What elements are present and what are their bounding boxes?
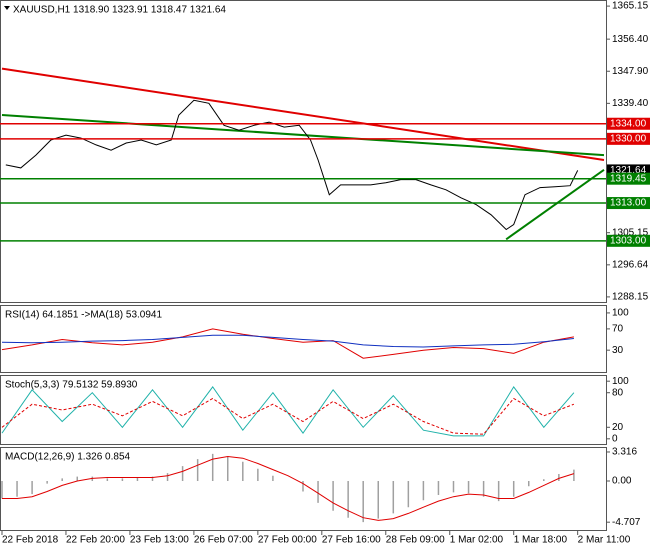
menu-triangle	[4, 6, 10, 10]
y-tick-label: 70	[612, 324, 624, 335]
y-tick-label: 100	[612, 376, 629, 387]
y-tick-label: 1296.64	[612, 259, 649, 270]
x-tick-label: 23 Feb 13:00	[130, 535, 189, 546]
series-line	[2, 455, 575, 521]
level-label-bg	[607, 172, 650, 185]
y-tick-label: 1347.90	[612, 66, 649, 77]
x-tick-label: 27 Feb 00:00	[258, 535, 317, 546]
y-tick-label: 80	[612, 387, 624, 398]
trendline	[1, 67, 605, 161]
rsi-panel	[0, 305, 607, 373]
x-tick-label: 22 Feb 2018	[2, 535, 59, 546]
y-tick-label: 30	[612, 345, 624, 356]
y-tick-label: 20	[612, 422, 624, 433]
macd-panel	[0, 447, 607, 531]
level-label: 1330.00	[610, 133, 647, 144]
y-tick-label: 0	[612, 433, 618, 444]
x-tick-label: 26 Feb 07:00	[194, 535, 253, 546]
panel-title: MACD(12,26,9) 1.326 0.854	[5, 452, 131, 463]
level-label-bg	[607, 197, 650, 210]
series-line	[1, 328, 574, 359]
level-label: 1334.00	[610, 118, 647, 129]
level-label-bg	[607, 234, 650, 247]
trendline	[1, 114, 605, 157]
y-tick-label: 3.316	[612, 447, 637, 458]
y-tick-label: 1339.40	[612, 98, 649, 109]
y-tick-label: 1288.15	[612, 292, 649, 303]
series-line	[1, 334, 574, 348]
x-tick-label: 27 Feb 16:00	[322, 535, 381, 546]
x-tick-label: 1 Mar 02:00	[450, 535, 504, 546]
level-label: 1303.00	[610, 235, 647, 246]
series-line	[1, 386, 575, 437]
level-label: 1319.45	[610, 173, 647, 184]
y-tick-label: 100	[612, 308, 629, 319]
y-tick-label: 1365.15	[612, 1, 649, 12]
level-label-bg	[607, 117, 650, 130]
x-tick-label: 22 Feb 20:00	[66, 535, 125, 546]
level-label-bg	[607, 132, 650, 145]
panel-title: RSI(14) 64.1851 ->MA(18) 53.0941	[5, 310, 162, 321]
panel-title: Stoch(5,3,3) 79.5132 59.8930	[5, 380, 138, 391]
price-panel	[0, 0, 607, 303]
y-tick-label: 1305.15	[612, 227, 649, 238]
x-tick-label: 1 Mar 18:00	[514, 535, 568, 546]
y-tick-label: -4.707	[612, 517, 641, 528]
series-line	[5, 99, 579, 231]
x-tick-label: 2 Mar 11:00	[578, 535, 631, 546]
y-tick-label: 0.00	[612, 476, 632, 487]
level-label: 1313.00	[610, 198, 647, 209]
stoch-panel	[0, 375, 607, 445]
panel-title: XAUUSD,H1 1318.90 1323.91 1318.47 1321.6…	[13, 5, 226, 16]
trendline	[505, 169, 605, 241]
x-tick-label: 28 Feb 09:00	[386, 535, 445, 546]
level-label: 1321.64	[610, 165, 647, 176]
y-tick-label: 1356.40	[612, 34, 649, 45]
